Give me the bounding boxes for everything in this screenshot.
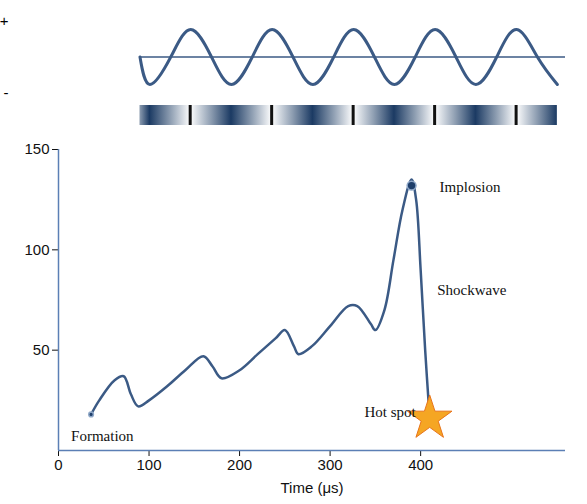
svg-text:+: + bbox=[0, 12, 9, 29]
svg-text:Shockwave: Shockwave bbox=[437, 282, 506, 298]
svg-text:150: 150 bbox=[24, 140, 49, 157]
svg-text:400: 400 bbox=[408, 456, 433, 473]
svg-text:Time (μs): Time (μs) bbox=[280, 479, 343, 496]
svg-text:Formation: Formation bbox=[71, 428, 134, 444]
svg-text:Hot spot: Hot spot bbox=[364, 404, 416, 420]
svg-text:100: 100 bbox=[24, 241, 49, 258]
svg-text:0: 0 bbox=[54, 456, 62, 473]
svg-text:-: - bbox=[4, 84, 9, 101]
svg-text:50: 50 bbox=[33, 341, 50, 358]
svg-text:300: 300 bbox=[318, 456, 343, 473]
svg-text:Implosion: Implosion bbox=[440, 179, 501, 195]
svg-text:200: 200 bbox=[227, 456, 252, 473]
svg-text:100: 100 bbox=[137, 456, 162, 473]
